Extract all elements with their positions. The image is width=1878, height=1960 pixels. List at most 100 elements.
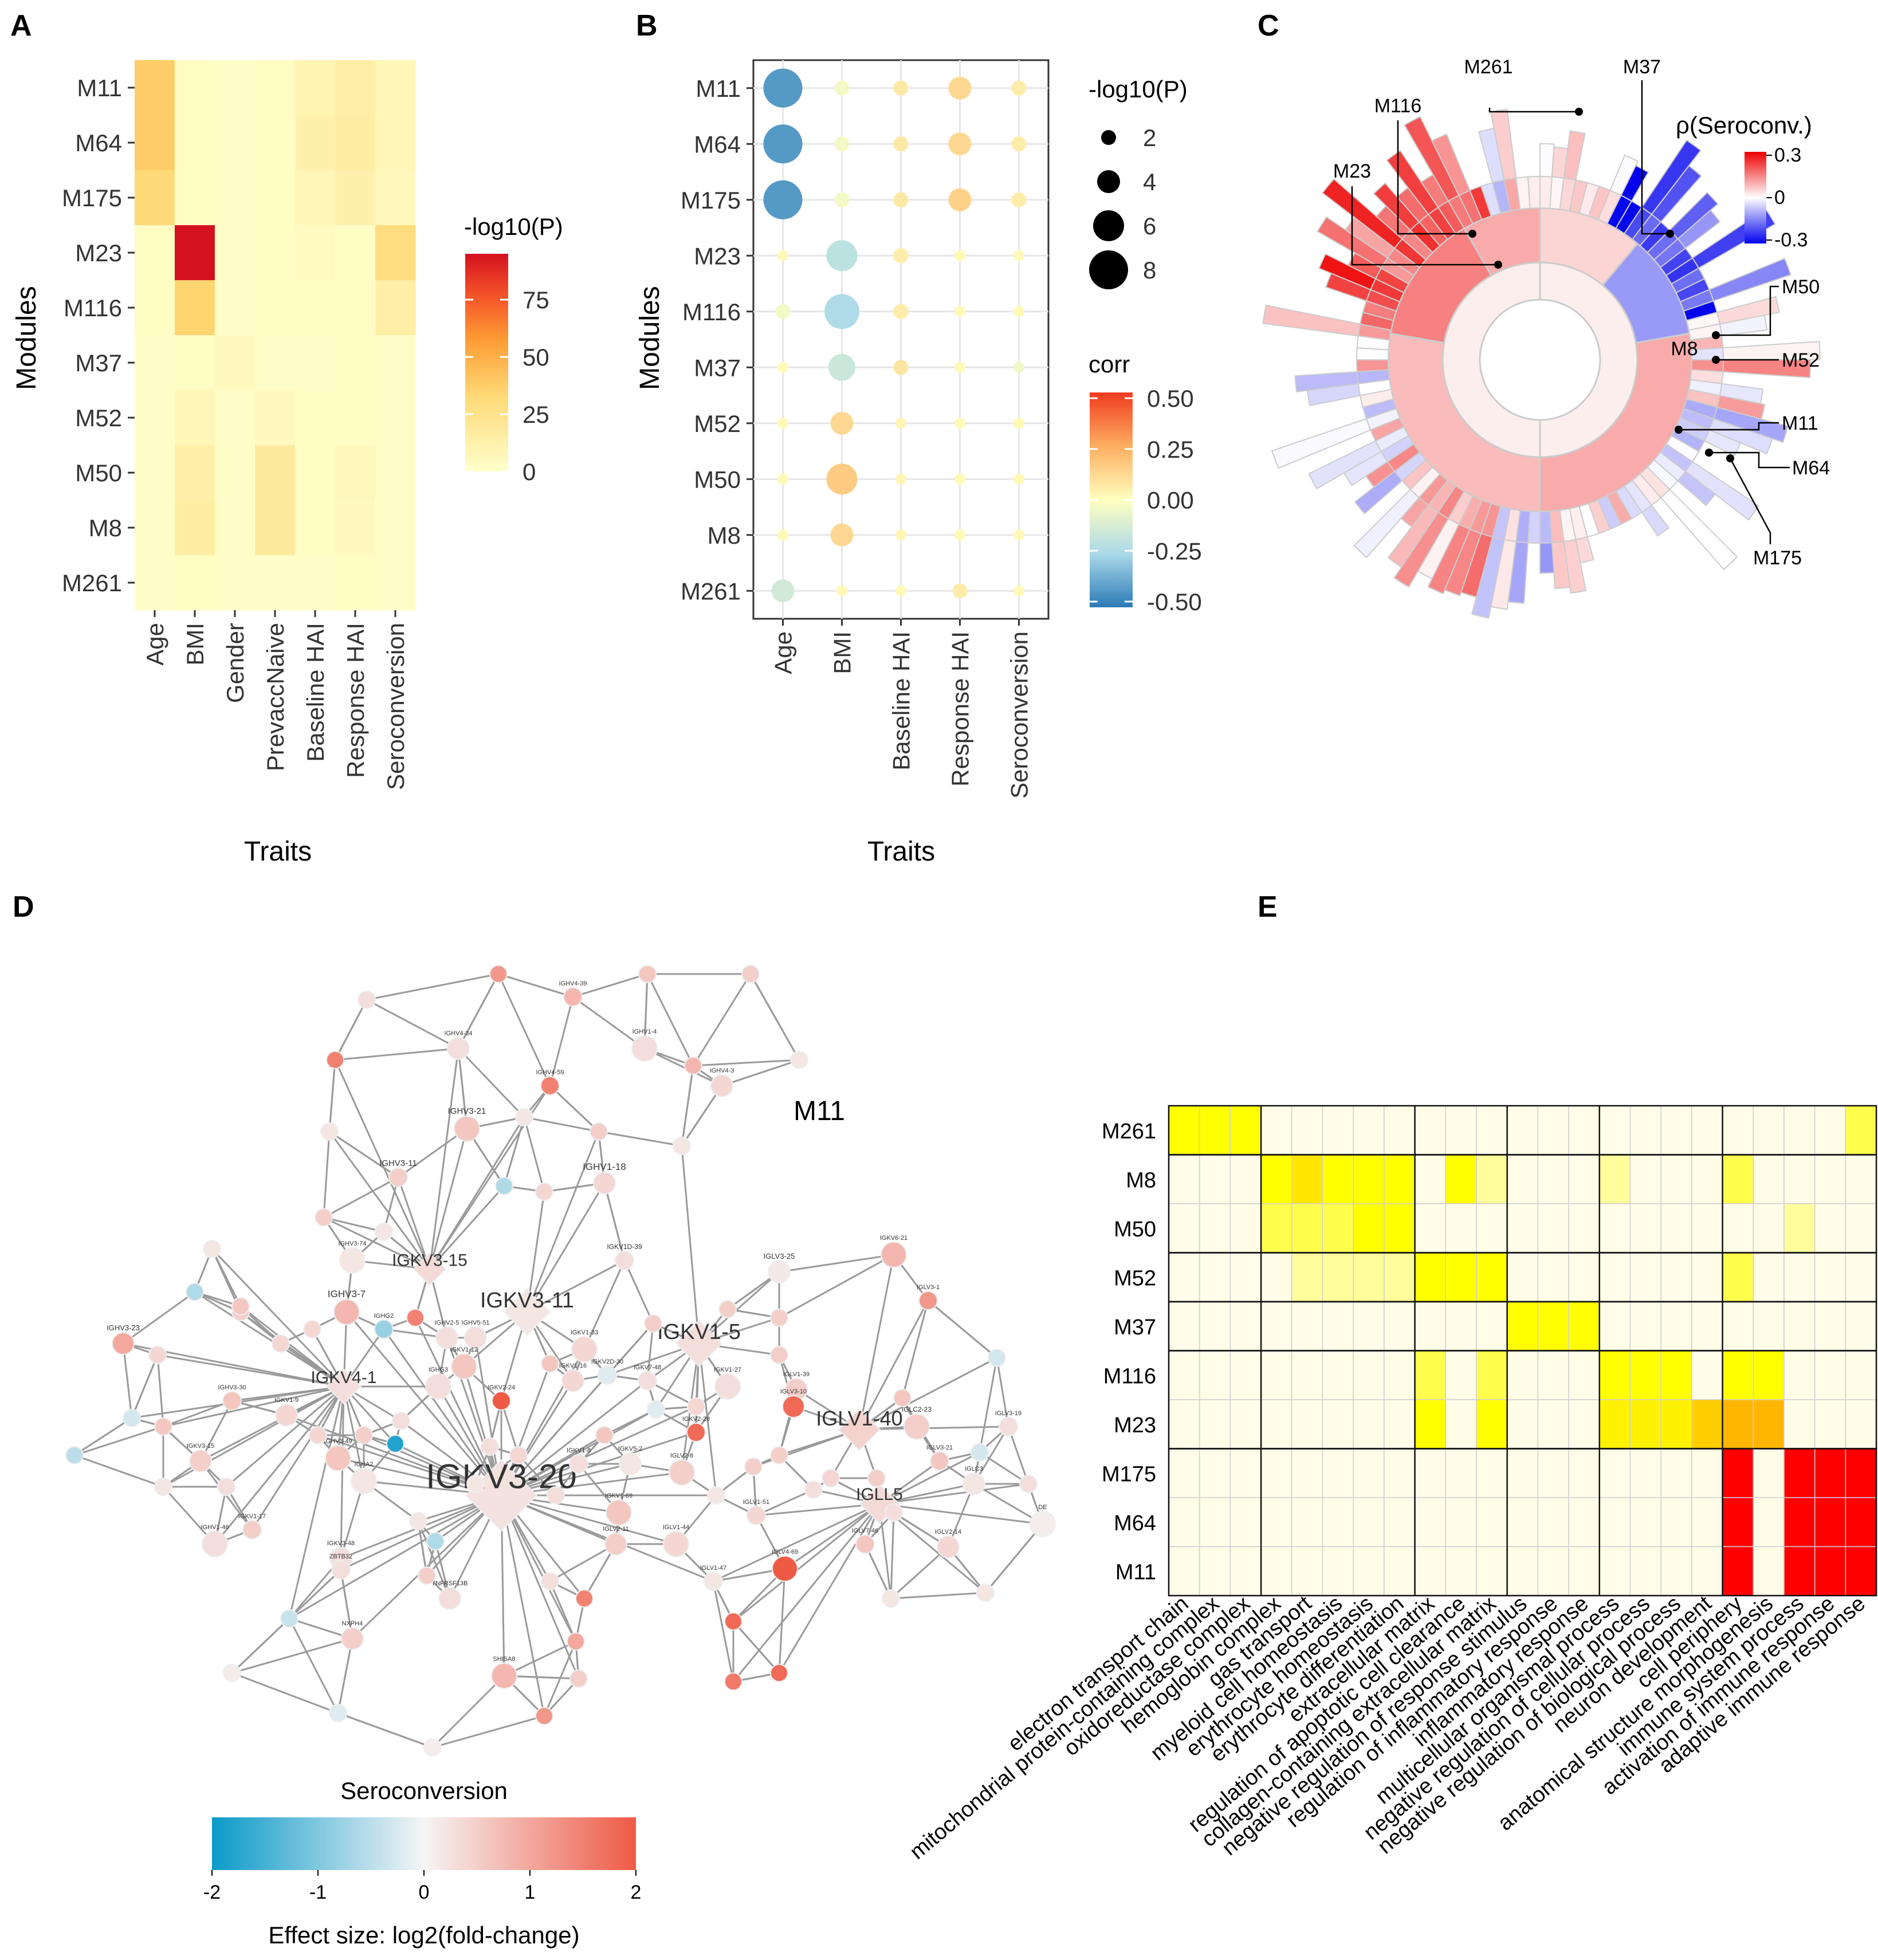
corr-dot <box>948 76 972 100</box>
network-edge <box>431 1675 505 1749</box>
gene-node <box>598 1365 617 1385</box>
gene-label: IGHV3-11 <box>379 1158 417 1168</box>
size-legend-label: 2 <box>1143 124 1156 151</box>
heat-cell <box>1353 1448 1385 1498</box>
hub-label: IGLL5 <box>856 1485 903 1504</box>
panel-d-network: IGKV3-20IGKV3-11IGKV1-5IGKV3-15IGKV4-1IG… <box>65 965 1056 1949</box>
row-label: M175 <box>681 187 741 214</box>
gene-node <box>535 1183 553 1201</box>
gene-label: IGHV4-39 <box>559 980 587 987</box>
gene-label: IGLV4-69 <box>772 1549 798 1556</box>
heat-cell <box>1445 1252 1477 1302</box>
heat-cell <box>335 60 376 116</box>
heat-cell <box>1845 1399 1877 1450</box>
legend-colorbar <box>465 254 508 472</box>
heat-cell <box>1229 1399 1262 1450</box>
network-edge <box>288 1386 345 1619</box>
heat-cell <box>1384 1497 1416 1547</box>
gene-node <box>280 1609 298 1628</box>
gene-label: IGHV5-51 <box>462 1319 490 1326</box>
heat-cell <box>1691 1497 1723 1547</box>
module-label: M11 <box>1782 413 1818 434</box>
leader-dot <box>1575 108 1583 116</box>
heat-cell <box>1229 1203 1262 1254</box>
heat-cell <box>1353 1350 1385 1400</box>
corr-dot <box>954 362 965 373</box>
heat-cell <box>1476 1301 1508 1352</box>
gene-node <box>673 1137 691 1155</box>
heat-cell <box>1506 1105 1539 1156</box>
heat-cell <box>1568 1301 1600 1352</box>
hub-node <box>503 1288 551 1336</box>
network-edge <box>157 1354 344 1388</box>
heat-cell <box>1753 1105 1785 1156</box>
leader-dot <box>1712 356 1720 364</box>
module-label: M261 <box>1464 56 1512 78</box>
gene-label: IGHV2-5 <box>435 1319 459 1326</box>
heat-cell <box>1629 1350 1661 1400</box>
heat-cell <box>215 445 256 501</box>
gene-node <box>447 1037 470 1060</box>
network-edge <box>732 1621 780 1674</box>
corr-dot <box>948 132 972 156</box>
heat-cell <box>1660 1203 1692 1254</box>
panel-e-heatmap: M261M8M50M52M37M116M23M175M64M11electron… <box>905 1105 1877 1864</box>
heat-cell <box>295 170 336 226</box>
heat-cell <box>1537 1399 1569 1450</box>
network-edge <box>328 1131 431 1270</box>
heat-cell <box>1199 1399 1231 1450</box>
row-label: M175 <box>1102 1462 1156 1486</box>
gene-node <box>747 1506 766 1525</box>
network-edge <box>698 1343 717 1496</box>
network-edge <box>366 973 499 1001</box>
heat-cell <box>255 60 296 116</box>
network-edge <box>756 1503 880 1517</box>
heat-cell <box>1783 1448 1816 1498</box>
corr-dot <box>895 529 906 541</box>
heat-cell <box>1476 1252 1508 1302</box>
network-edge <box>879 1483 1029 1505</box>
gene-node <box>790 1051 808 1069</box>
corr-dot <box>954 418 965 429</box>
corr-dot <box>893 248 909 264</box>
gene-node <box>571 1336 598 1362</box>
gene-node <box>647 1400 665 1419</box>
network-edge <box>131 1354 159 1419</box>
heat-cell <box>215 390 256 446</box>
gene-node <box>231 1297 250 1315</box>
leader-line <box>1679 422 1779 431</box>
heat-cell <box>335 280 376 336</box>
heat-cell <box>375 500 416 556</box>
heat-cell <box>1753 1252 1785 1302</box>
leader-line <box>1641 80 1670 235</box>
gene-label: IGLV1-51 <box>743 1499 769 1506</box>
row-label: M116 <box>682 298 741 325</box>
corr-dot <box>893 192 909 207</box>
network-edge <box>340 1569 353 1639</box>
gene-node <box>575 1589 594 1608</box>
heat-cell <box>1229 1546 1262 1596</box>
col-label: BMI <box>182 623 209 666</box>
heat-cell <box>135 225 175 281</box>
heat-cell <box>1691 1154 1723 1204</box>
col-label: PrevaccNaive <box>262 623 289 771</box>
heat-cell <box>1814 1399 1846 1450</box>
heat-cell <box>1537 1350 1569 1400</box>
heat-cell <box>1445 1301 1477 1352</box>
row-label: M37 <box>75 349 122 376</box>
heat-cell <box>1291 1546 1323 1596</box>
heat-cell <box>1753 1203 1785 1254</box>
corr-dot <box>893 360 909 375</box>
heat-cell <box>1291 1301 1323 1352</box>
corr-dot <box>828 353 855 381</box>
heat-cell <box>1845 1350 1877 1400</box>
gene-node <box>770 1446 788 1464</box>
heat-cell <box>1229 1252 1262 1302</box>
gene-label: TNFRSF13B <box>432 1580 468 1587</box>
corr-dot <box>824 294 859 329</box>
heat-cell <box>1476 1105 1508 1156</box>
network-edge <box>74 1454 164 1488</box>
size-legend-label: 4 <box>1143 168 1156 195</box>
network-edge <box>366 999 459 1050</box>
network-edge <box>398 1128 467 1179</box>
